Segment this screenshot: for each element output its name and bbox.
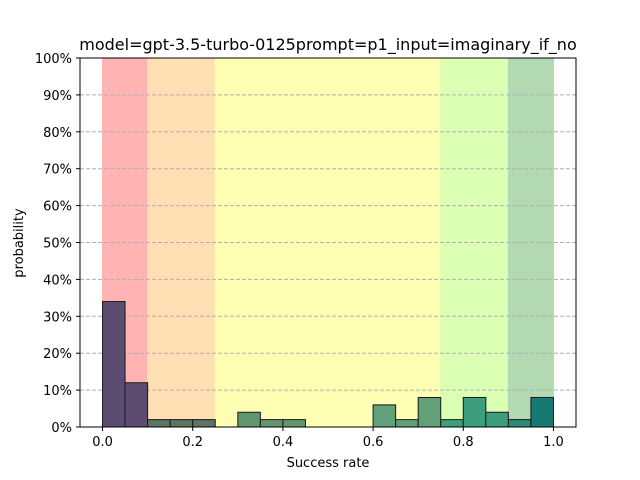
histogram-bar	[124, 382, 149, 428]
histogram-bar	[462, 396, 487, 428]
histogram-bar	[192, 419, 216, 428]
y-tick-label: 10%	[43, 384, 72, 399]
y-tick-label: 70%	[43, 163, 72, 178]
y-tick-label: 0%	[51, 421, 72, 436]
y-tick-label: 20%	[43, 347, 72, 362]
x-tick-label: 0.8	[453, 435, 474, 450]
background-band-1	[147, 57, 216, 428]
x-axis-ticks: 0.0 0.2 0.4 0.6 0.8 1.0	[92, 427, 564, 450]
histogram-bar	[507, 419, 532, 428]
histogram-bar	[259, 419, 284, 428]
x-tick-label: 0.6	[363, 435, 384, 450]
y-tick-label: 30%	[43, 310, 72, 325]
histogram-bar	[169, 419, 194, 428]
x-tick-label: 0.2	[182, 435, 203, 450]
histogram-bar	[417, 396, 442, 428]
histogram-bar	[372, 404, 397, 428]
histogram-bar	[485, 411, 509, 428]
x-axis-title: Success rate	[287, 456, 370, 471]
x-tick-label: 0.4	[273, 435, 294, 450]
chart-title: model=gpt-3.5-turbo-0125prompt=p1_input=…	[79, 35, 576, 55]
y-tick-label: 80%	[43, 126, 72, 141]
y-tick-label: 90%	[43, 89, 72, 104]
x-tick-label: 0.0	[92, 435, 113, 450]
histogram-bar	[147, 419, 171, 428]
histogram-bar	[530, 396, 554, 428]
histogram-bar	[282, 419, 306, 428]
histogram-bar	[440, 419, 464, 428]
background-band-3	[440, 57, 509, 428]
y-tick-label: 100%	[35, 52, 72, 67]
y-tick-label: 50%	[43, 237, 72, 252]
y-tick-label: 60%	[43, 200, 72, 215]
histogram-bars	[102, 301, 554, 428]
histogram-bar	[102, 301, 126, 428]
histogram-bar	[237, 411, 261, 428]
y-axis-title: probability	[12, 208, 27, 278]
y-tick-label: 40%	[43, 273, 72, 288]
y-axis-ticks: 0% 10% 20% 30% 40% 50% 60% 70% 80% 90% 100%	[35, 52, 80, 436]
x-tick-label: 1.0	[543, 435, 564, 450]
histogram-bar	[395, 419, 419, 428]
